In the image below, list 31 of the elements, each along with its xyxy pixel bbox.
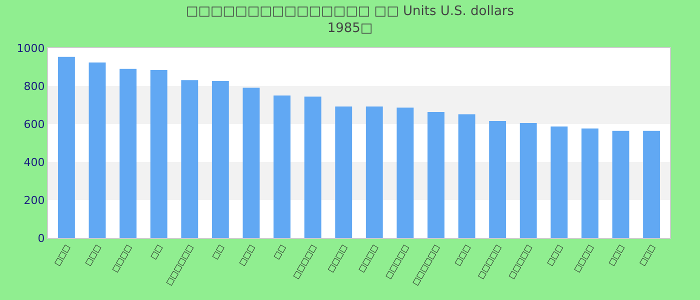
bar <box>274 96 290 238</box>
bar <box>366 106 383 238</box>
y-tick-label: 400 <box>24 156 45 169</box>
y-tick-label: 1000 <box>16 42 45 55</box>
bar <box>242 88 260 238</box>
bar <box>150 70 168 238</box>
bar <box>550 126 568 238</box>
bar <box>612 130 630 238</box>
bar <box>58 56 75 238</box>
y-tick-label: 0 <box>38 232 45 245</box>
bar <box>120 68 137 238</box>
chart-title: □□□□□□□□□□□□□□□ □□ Units U.S. dollars <box>186 4 514 19</box>
x-tick-label: □□ <box>148 243 164 261</box>
bar <box>304 96 322 238</box>
y-tick-label: 800 <box>24 80 45 93</box>
bar <box>581 128 598 238</box>
y-tick-label: 600 <box>24 118 45 131</box>
bar <box>181 80 198 238</box>
bar <box>520 123 537 238</box>
x-tick-label: □□ <box>210 243 226 261</box>
bar <box>428 112 444 238</box>
chart-subtitle: 1985□ <box>327 20 373 36</box>
bar <box>396 108 414 238</box>
bar <box>643 130 660 238</box>
bar <box>489 120 506 238</box>
bar <box>88 62 106 238</box>
x-tick-label: □□ <box>272 243 288 261</box>
bar <box>212 81 229 238</box>
y-tick-label: 200 <box>24 194 45 207</box>
bar <box>335 106 352 238</box>
bar <box>458 114 476 238</box>
